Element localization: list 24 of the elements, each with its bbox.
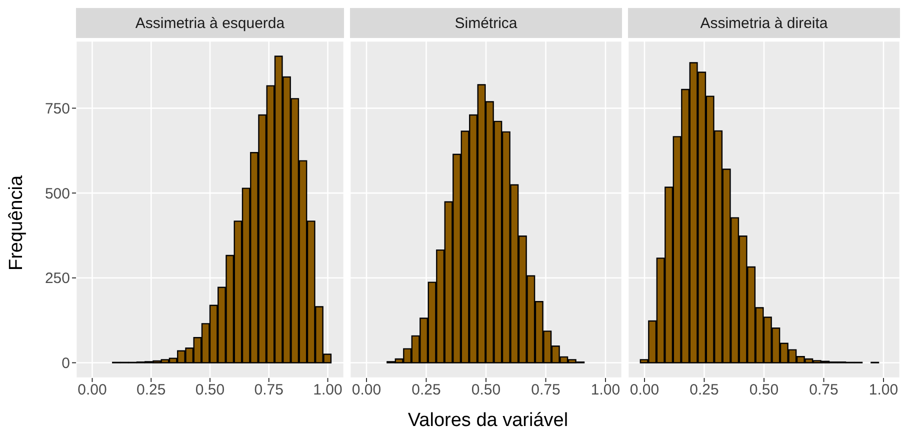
x-tick-label: 0.00 xyxy=(630,382,660,399)
x-tick-label: 0.00 xyxy=(352,382,382,399)
x-axis-title: Valores da variável xyxy=(406,410,570,432)
x-tick-label: 0.00 xyxy=(78,382,107,399)
y-axis-title: Frequência xyxy=(6,175,28,271)
y-tick-label: 500 xyxy=(44,185,70,202)
x-tick-label: 0.25 xyxy=(412,382,441,399)
x-tick-label: 0.25 xyxy=(690,382,719,399)
x-tick-label: 0.75 xyxy=(254,382,284,399)
x-tick-label: 0.75 xyxy=(531,382,560,399)
chart-title: Assimetria à esquerda xyxy=(135,14,285,32)
x-tick-label: 1.00 xyxy=(313,382,342,399)
x-tick-label: 1.00 xyxy=(868,382,898,399)
x-tick-label: 0.50 xyxy=(195,382,225,399)
chart-title: Simétrica xyxy=(454,14,518,32)
chart-title: Assimetria à direita xyxy=(700,14,828,32)
x-tick-label: 0.25 xyxy=(136,382,166,399)
x-tick-label: 0.50 xyxy=(471,382,501,399)
x-tick-label: 1.00 xyxy=(590,382,620,399)
y-tick-label: 0 xyxy=(62,355,70,372)
x-tick-label: 0.75 xyxy=(809,382,838,399)
y-tick-label: 750 xyxy=(44,100,70,118)
x-tick-label: 0.50 xyxy=(749,382,779,399)
y-tick-label: 250 xyxy=(44,270,70,288)
